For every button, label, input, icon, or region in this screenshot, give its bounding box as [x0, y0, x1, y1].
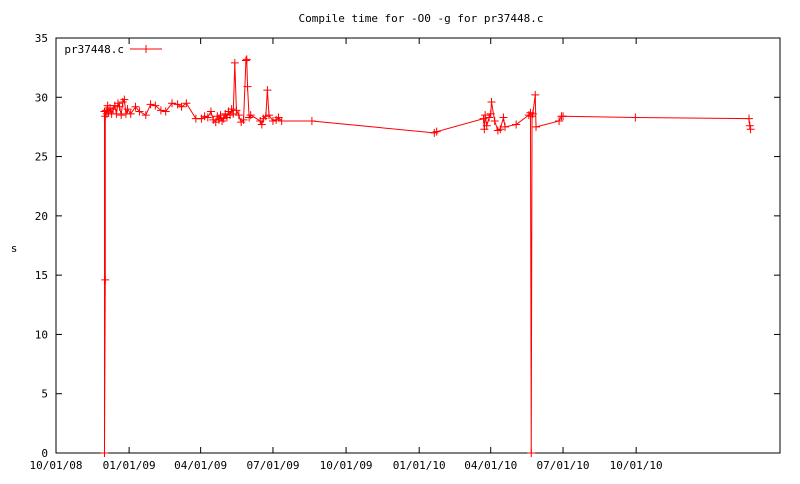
data-point — [512, 120, 521, 129]
data-point — [528, 109, 537, 118]
y-tick-label: 10 — [35, 328, 48, 341]
data-point — [482, 121, 491, 130]
data-point — [268, 117, 277, 125]
data-point — [168, 99, 177, 108]
data-point — [213, 112, 222, 121]
data-point — [532, 122, 541, 131]
data-point — [141, 111, 150, 120]
data-point — [241, 56, 250, 65]
y-tick-label: 0 — [41, 447, 48, 460]
data-point — [257, 120, 266, 129]
data-point — [745, 121, 754, 130]
data-point — [146, 100, 155, 109]
data-point — [490, 117, 499, 125]
data-point — [182, 99, 191, 108]
legend-marker — [142, 45, 150, 53]
x-tick-label: 01/01/10 — [393, 459, 446, 472]
plot-frame — [55, 37, 781, 454]
y-tick-label: 25 — [35, 151, 48, 164]
x-tick-label: 04/01/10 — [464, 459, 517, 472]
data-point — [117, 111, 126, 120]
data-point — [243, 82, 252, 91]
data-point — [131, 102, 140, 111]
data-point — [203, 113, 212, 122]
data-point — [123, 105, 132, 114]
data-point — [531, 90, 540, 99]
legend-marker-glyph — [142, 45, 150, 53]
data-point — [151, 101, 160, 110]
data-point — [242, 55, 251, 64]
data-point — [106, 103, 115, 112]
data-point — [216, 111, 225, 120]
data-point — [527, 449, 536, 457]
y-tick-label: 30 — [35, 91, 48, 104]
data-point — [230, 58, 239, 67]
data-point — [232, 106, 241, 115]
data-point — [263, 86, 272, 95]
x-tick-label: 01/01/09 — [103, 459, 156, 472]
data-point — [115, 102, 124, 111]
legend-label: pr37448.c — [64, 43, 124, 56]
data-point — [486, 109, 495, 118]
axes: 0 5 10 15 20 25 30 35 10/01/08 01/01/09 04/01/09 07… — [30, 32, 781, 472]
y-tick-label: 5 — [41, 388, 48, 401]
data-point — [156, 106, 165, 115]
series-line — [103, 57, 752, 454]
x-tick-label: 10/01/09 — [320, 459, 373, 472]
x-tick-label: 07/01/10 — [537, 459, 590, 472]
y-tick-label: 15 — [35, 269, 48, 282]
data-point — [104, 108, 113, 117]
data-point — [200, 112, 209, 121]
series-layer — [100, 55, 755, 457]
data-point — [120, 95, 129, 104]
data-point — [496, 125, 505, 134]
data-point — [214, 115, 223, 124]
data-point — [177, 102, 186, 111]
data-point — [555, 117, 564, 125]
data-point — [126, 109, 135, 118]
data-point — [479, 114, 488, 123]
y-tick-label: 20 — [35, 210, 48, 223]
data-point — [227, 105, 236, 114]
data-point — [485, 113, 494, 122]
data-point — [487, 98, 496, 107]
x-tick-label: 10/01/08 — [30, 459, 83, 472]
data-point — [113, 99, 122, 108]
data-point — [264, 111, 273, 120]
data-point — [559, 112, 568, 121]
data-point — [246, 111, 255, 120]
data-point — [226, 111, 235, 120]
data-point — [501, 122, 510, 131]
data-point — [239, 115, 248, 124]
data-point — [100, 449, 109, 457]
data-point — [234, 111, 243, 120]
x-tick-label: 07/01/09 — [246, 459, 299, 472]
data-point — [432, 127, 441, 136]
data-point — [261, 112, 270, 121]
chart-title: Compile time for -O0 -g for pr37448.c — [298, 12, 543, 25]
x-tick-label: 10/01/10 — [610, 459, 663, 472]
legend: pr37448.c — [64, 43, 162, 56]
data-point — [274, 113, 283, 122]
data-point — [307, 117, 316, 125]
data-point — [277, 117, 286, 125]
x-tick-label: 04/01/09 — [174, 459, 227, 472]
y-axis-label: s — [11, 242, 18, 255]
data-point — [229, 109, 238, 118]
data-point — [206, 107, 215, 116]
data-point — [135, 107, 144, 116]
data-point — [101, 275, 110, 284]
data-point — [112, 109, 121, 118]
data-point — [219, 114, 228, 123]
data-point — [499, 113, 508, 122]
data-point — [631, 113, 640, 122]
data-point — [746, 125, 755, 134]
data-point — [109, 105, 118, 114]
data-point — [745, 114, 754, 123]
data-point — [161, 107, 170, 116]
y-tick-label: 35 — [35, 32, 48, 45]
